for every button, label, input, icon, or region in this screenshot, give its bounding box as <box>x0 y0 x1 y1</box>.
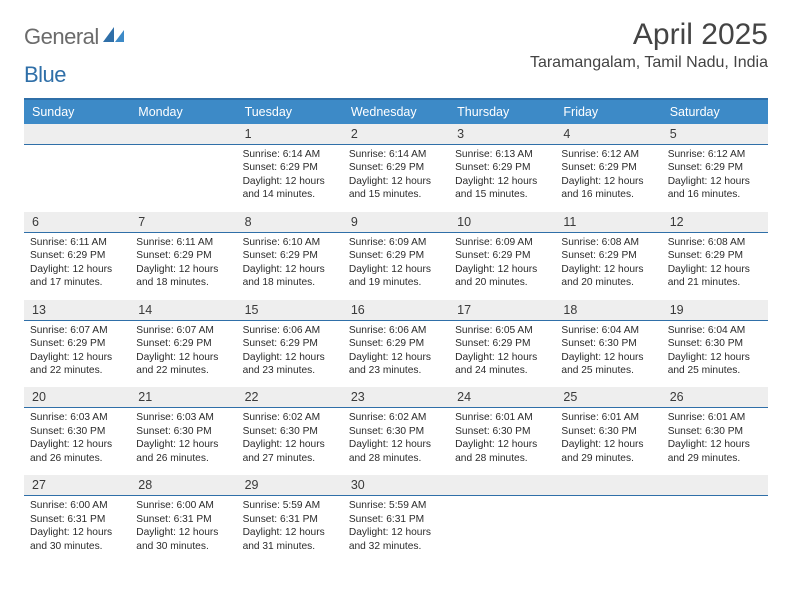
day-number: 24 <box>449 387 555 407</box>
calendar-grid: Sunday Monday Tuesday Wednesday Thursday… <box>24 98 768 563</box>
daynum-row: 27282930 <box>24 475 768 496</box>
daynum-row: 20212223242526 <box>24 387 768 408</box>
day-number <box>662 475 768 495</box>
month-title: April 2025 <box>530 18 768 52</box>
day-info: Sunrise: 6:00 AM Sunset: 6:31 PM Dayligh… <box>24 496 130 563</box>
day-number: 9 <box>343 212 449 232</box>
day-number: 26 <box>662 387 768 407</box>
day-number <box>555 475 661 495</box>
day-number: 5 <box>662 124 768 144</box>
day-info <box>130 145 236 212</box>
day-info: Sunrise: 6:14 AM Sunset: 6:29 PM Dayligh… <box>237 145 343 212</box>
weekday-friday: Friday <box>555 100 661 124</box>
day-number: 25 <box>555 387 661 407</box>
daynum-row: 13141516171819 <box>24 300 768 321</box>
day-number: 13 <box>24 300 130 320</box>
day-info: Sunrise: 6:12 AM Sunset: 6:29 PM Dayligh… <box>662 145 768 212</box>
location-label: Taramangalam, Tamil Nadu, India <box>530 54 768 72</box>
day-info: Sunrise: 6:02 AM Sunset: 6:30 PM Dayligh… <box>343 408 449 475</box>
day-number <box>130 124 236 144</box>
day-info <box>449 496 555 563</box>
day-number <box>449 475 555 495</box>
weekday-sunday: Sunday <box>24 100 130 124</box>
daynum-row: 12345 <box>24 124 768 145</box>
day-number: 21 <box>130 387 236 407</box>
day-number: 4 <box>555 124 661 144</box>
day-info: Sunrise: 6:07 AM Sunset: 6:29 PM Dayligh… <box>24 321 130 388</box>
day-number: 27 <box>24 475 130 495</box>
day-info: Sunrise: 6:08 AM Sunset: 6:29 PM Dayligh… <box>555 233 661 300</box>
title-block: April 2025 Taramangalam, Tamil Nadu, Ind… <box>530 18 768 72</box>
day-number: 12 <box>662 212 768 232</box>
day-info: Sunrise: 6:07 AM Sunset: 6:29 PM Dayligh… <box>130 321 236 388</box>
weekday-tuesday: Tuesday <box>237 100 343 124</box>
day-number: 11 <box>555 212 661 232</box>
day-info: Sunrise: 6:03 AM Sunset: 6:30 PM Dayligh… <box>24 408 130 475</box>
day-info: Sunrise: 6:00 AM Sunset: 6:31 PM Dayligh… <box>130 496 236 563</box>
day-number: 2 <box>343 124 449 144</box>
day-info <box>24 145 130 212</box>
day-number: 14 <box>130 300 236 320</box>
day-number: 10 <box>449 212 555 232</box>
day-info: Sunrise: 6:11 AM Sunset: 6:29 PM Dayligh… <box>130 233 236 300</box>
day-info: Sunrise: 6:10 AM Sunset: 6:29 PM Dayligh… <box>237 233 343 300</box>
day-info-row: Sunrise: 6:03 AM Sunset: 6:30 PM Dayligh… <box>24 408 768 475</box>
day-info: Sunrise: 6:08 AM Sunset: 6:29 PM Dayligh… <box>662 233 768 300</box>
day-number: 1 <box>237 124 343 144</box>
day-info-row: Sunrise: 6:07 AM Sunset: 6:29 PM Dayligh… <box>24 321 768 388</box>
day-info-row: Sunrise: 6:00 AM Sunset: 6:31 PM Dayligh… <box>24 496 768 563</box>
day-info: Sunrise: 6:01 AM Sunset: 6:30 PM Dayligh… <box>662 408 768 475</box>
day-number: 8 <box>237 212 343 232</box>
day-number: 20 <box>24 387 130 407</box>
day-info: Sunrise: 6:13 AM Sunset: 6:29 PM Dayligh… <box>449 145 555 212</box>
logo-text-1: General <box>24 24 99 50</box>
weekday-header-row: Sunday Monday Tuesday Wednesday Thursday… <box>24 100 768 124</box>
day-info: Sunrise: 6:06 AM Sunset: 6:29 PM Dayligh… <box>343 321 449 388</box>
day-number: 3 <box>449 124 555 144</box>
weekday-monday: Monday <box>130 100 236 124</box>
day-number: 16 <box>343 300 449 320</box>
day-number: 22 <box>237 387 343 407</box>
day-number: 29 <box>237 475 343 495</box>
day-info <box>555 496 661 563</box>
day-number: 6 <box>24 212 130 232</box>
day-info: Sunrise: 6:12 AM Sunset: 6:29 PM Dayligh… <box>555 145 661 212</box>
day-info: Sunrise: 6:11 AM Sunset: 6:29 PM Dayligh… <box>24 233 130 300</box>
calendar-page: General April 2025 Taramangalam, Tamil N… <box>0 0 792 581</box>
day-number: 23 <box>343 387 449 407</box>
day-info: Sunrise: 6:01 AM Sunset: 6:30 PM Dayligh… <box>449 408 555 475</box>
day-info-row: Sunrise: 6:11 AM Sunset: 6:29 PM Dayligh… <box>24 233 768 300</box>
day-number <box>24 124 130 144</box>
day-number: 7 <box>130 212 236 232</box>
day-info: Sunrise: 6:06 AM Sunset: 6:29 PM Dayligh… <box>237 321 343 388</box>
day-number: 30 <box>343 475 449 495</box>
day-info: Sunrise: 6:04 AM Sunset: 6:30 PM Dayligh… <box>555 321 661 388</box>
logo: General <box>24 18 127 50</box>
day-info: Sunrise: 6:14 AM Sunset: 6:29 PM Dayligh… <box>343 145 449 212</box>
day-info: Sunrise: 6:03 AM Sunset: 6:30 PM Dayligh… <box>130 408 236 475</box>
daynum-row: 6789101112 <box>24 212 768 233</box>
day-info: Sunrise: 6:01 AM Sunset: 6:30 PM Dayligh… <box>555 408 661 475</box>
day-info: Sunrise: 5:59 AM Sunset: 6:31 PM Dayligh… <box>343 496 449 563</box>
day-number: 17 <box>449 300 555 320</box>
weekday-thursday: Thursday <box>449 100 555 124</box>
day-info <box>662 496 768 563</box>
day-number: 15 <box>237 300 343 320</box>
day-number: 19 <box>662 300 768 320</box>
day-info: Sunrise: 5:59 AM Sunset: 6:31 PM Dayligh… <box>237 496 343 563</box>
day-info: Sunrise: 6:09 AM Sunset: 6:29 PM Dayligh… <box>449 233 555 300</box>
day-number: 28 <box>130 475 236 495</box>
logo-sail-icon <box>103 26 125 49</box>
day-info: Sunrise: 6:05 AM Sunset: 6:29 PM Dayligh… <box>449 321 555 388</box>
day-number: 18 <box>555 300 661 320</box>
weekday-saturday: Saturday <box>662 100 768 124</box>
logo-text-2: Blue <box>24 62 66 88</box>
day-info: Sunrise: 6:02 AM Sunset: 6:30 PM Dayligh… <box>237 408 343 475</box>
day-info: Sunrise: 6:04 AM Sunset: 6:30 PM Dayligh… <box>662 321 768 388</box>
day-info: Sunrise: 6:09 AM Sunset: 6:29 PM Dayligh… <box>343 233 449 300</box>
day-info-row: Sunrise: 6:14 AM Sunset: 6:29 PM Dayligh… <box>24 145 768 212</box>
weekday-wednesday: Wednesday <box>343 100 449 124</box>
